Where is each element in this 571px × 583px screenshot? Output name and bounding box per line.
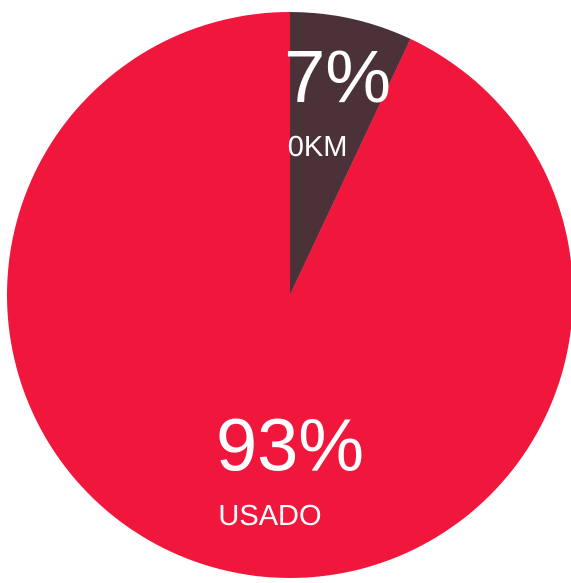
pie-slice [7,12,571,578]
value-label: 93% [216,404,364,487]
category-label: 0KM [288,131,348,163]
pie-slice [290,12,411,295]
category-label: USADO [218,500,321,532]
value-label: 7% [284,35,391,118]
